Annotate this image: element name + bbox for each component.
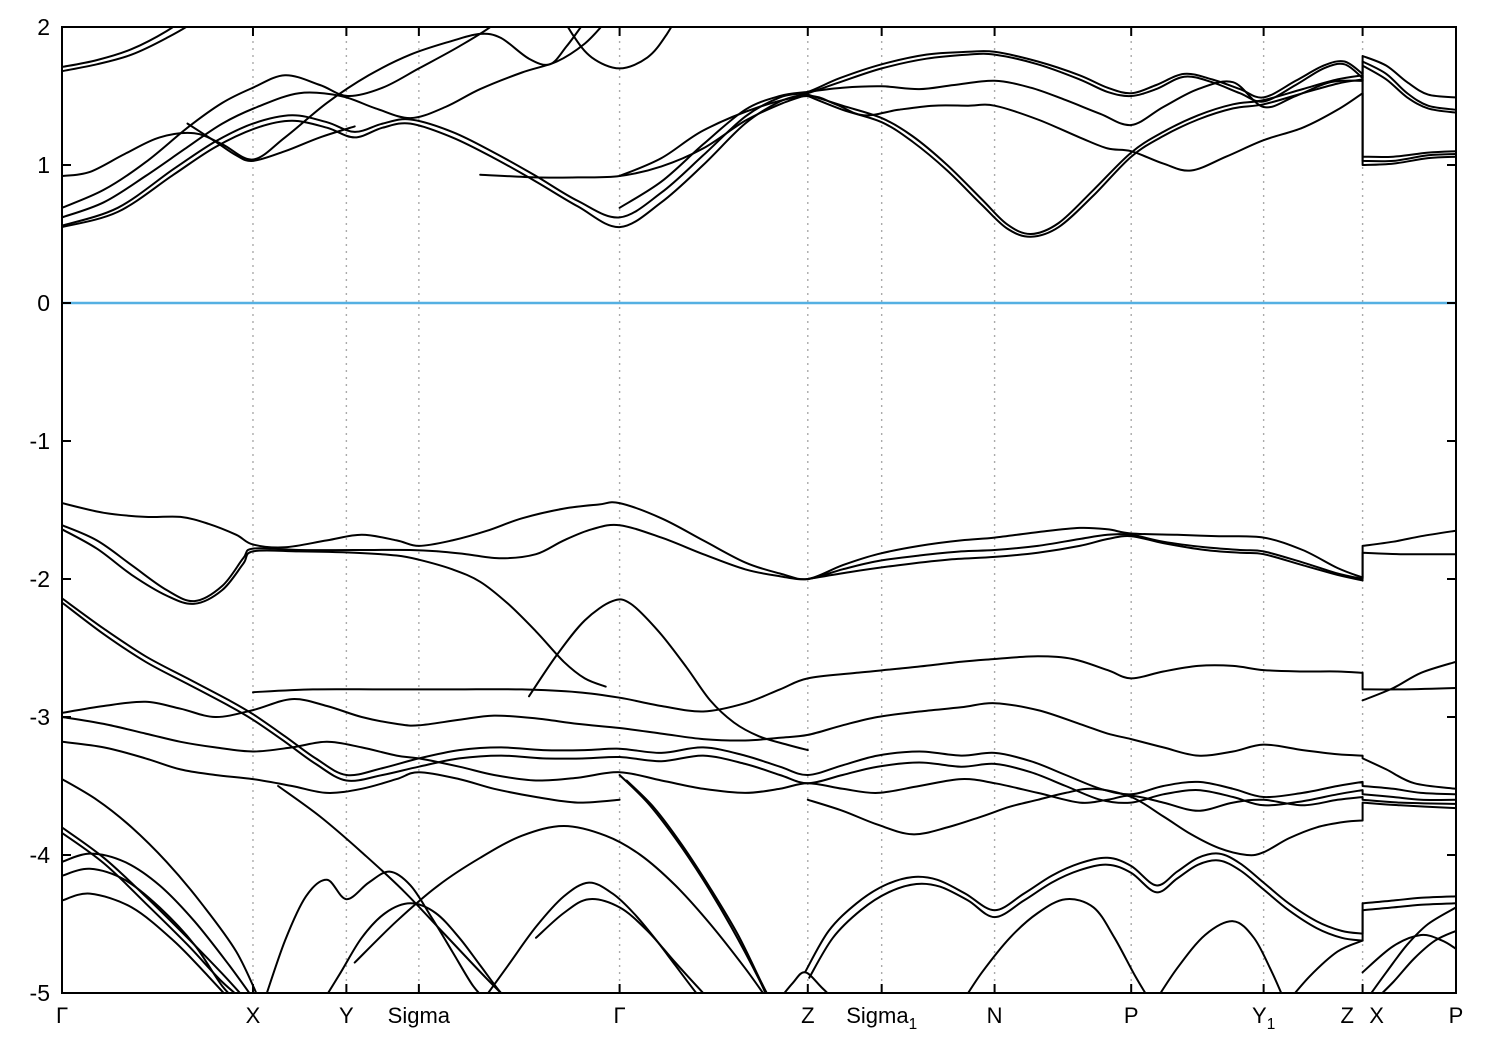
band-line <box>806 78 1456 238</box>
band-line <box>806 535 1364 582</box>
band-line <box>62 523 1456 603</box>
band-line <box>62 778 258 993</box>
band-line <box>486 881 698 993</box>
band-line <box>1361 933 1456 974</box>
band-line <box>479 93 809 179</box>
y-tick-label: -3 <box>30 704 50 730</box>
band-line <box>618 64 1456 209</box>
band-line <box>62 597 1456 799</box>
kpoint-label: Γ <box>56 1003 68 1028</box>
band-line <box>966 898 1147 993</box>
kpoint-label: Sigma1 <box>846 1003 917 1033</box>
band-line <box>62 892 226 993</box>
band-line <box>62 27 175 68</box>
y-tick-label: -5 <box>30 980 50 1006</box>
kpoint-label: P <box>1124 1003 1139 1028</box>
band-line <box>62 501 1456 581</box>
kpoint-label: P <box>1449 1003 1464 1028</box>
kpoint-label: Sigma <box>388 1003 451 1028</box>
band-line <box>277 785 503 993</box>
band-line <box>252 655 1456 713</box>
y-tick-label: -1 <box>30 428 50 454</box>
kpoint-label: Y <box>339 1003 354 1028</box>
band-line <box>625 779 768 993</box>
band-line <box>62 740 621 804</box>
band-line <box>62 852 251 993</box>
kpoint-label: Z <box>1341 1003 1354 1028</box>
band-line <box>1293 939 1364 993</box>
band-line <box>62 52 1456 229</box>
bands-group <box>62 27 1456 993</box>
band-line <box>62 27 603 219</box>
band-line <box>806 787 1456 857</box>
band-line <box>353 825 765 993</box>
band-line <box>62 716 1456 812</box>
band-line <box>806 74 1456 236</box>
kpoint-label: N <box>987 1003 1003 1028</box>
band-line <box>1159 920 1283 993</box>
band-line <box>62 601 1456 807</box>
y-tick-label: 2 <box>37 14 50 40</box>
band-line <box>326 902 503 993</box>
band-line <box>528 598 809 752</box>
band-line <box>1361 660 1456 702</box>
band-line <box>62 528 607 688</box>
band-line <box>566 27 673 70</box>
kpoint-label: Y1 <box>1252 1003 1275 1033</box>
band-line <box>265 870 481 993</box>
band-line <box>62 698 1456 790</box>
band-line <box>62 867 230 993</box>
band-line <box>62 831 237 993</box>
kpoint-label: Γ <box>614 1003 626 1028</box>
band-line <box>62 27 189 73</box>
band-line <box>808 859 1456 979</box>
y-tick-label: 0 <box>37 290 50 316</box>
kpoint-label: X <box>1369 1003 1384 1028</box>
y-tick-label: -4 <box>30 842 51 868</box>
band-line <box>618 92 1456 177</box>
y-tick-label: -2 <box>30 566 50 592</box>
band-line <box>62 49 1456 227</box>
plot-border <box>61 26 1457 994</box>
kpoint-label: Z <box>801 1003 814 1028</box>
band-line <box>618 774 767 993</box>
band-line <box>1370 906 1456 993</box>
y-tick-label: 1 <box>37 152 50 178</box>
band-line <box>535 898 705 993</box>
kpoint-label: X <box>246 1003 261 1028</box>
band-line <box>62 27 493 209</box>
band-line <box>804 852 1456 974</box>
band-line <box>1380 929 1456 993</box>
